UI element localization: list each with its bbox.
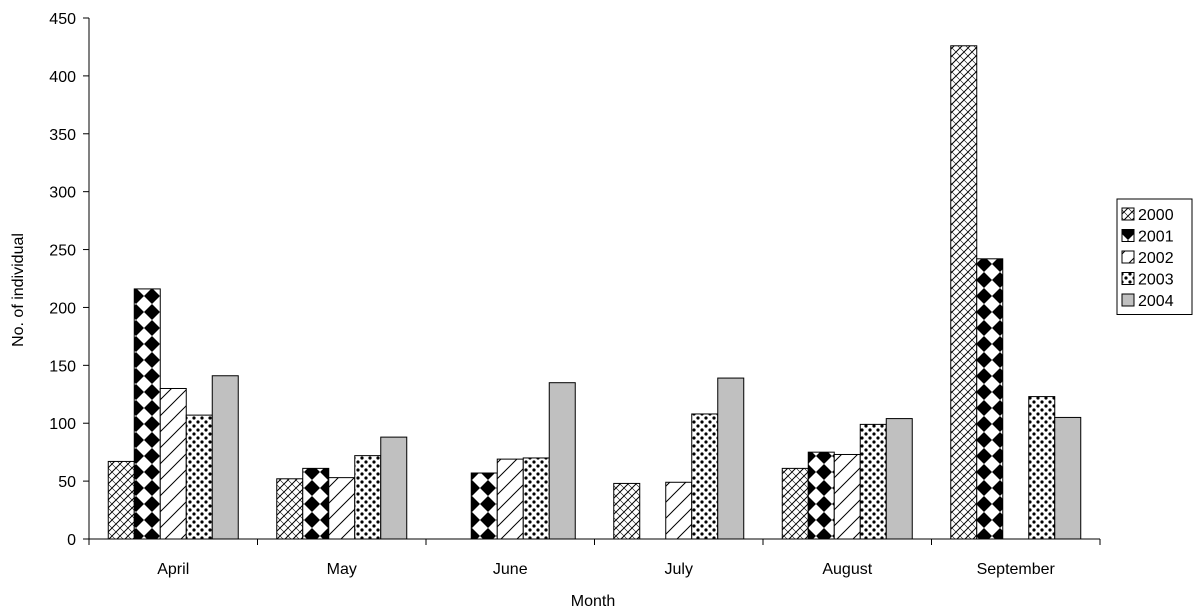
legend-swatch: [1121, 250, 1135, 264]
x-tick-label: July: [665, 561, 693, 578]
bar: [950, 45, 978, 540]
bar: [885, 418, 913, 540]
y-tick-label: 350: [49, 127, 76, 144]
bar: [276, 478, 304, 540]
legend-label: 2001: [1138, 229, 1174, 246]
x-tick-label: June: [493, 561, 528, 578]
legend-label: 2002: [1138, 250, 1174, 267]
legend-swatch: [1121, 229, 1135, 242]
bar: [859, 423, 887, 540]
bar: [354, 455, 382, 540]
x-axis-title: Month: [571, 593, 615, 610]
bar: [807, 451, 835, 540]
y-tick-label: 400: [49, 69, 76, 86]
legend-swatch: [1121, 207, 1135, 221]
x-tick-label: September: [977, 561, 1056, 578]
y-tick-label: 200: [49, 300, 76, 317]
bar: [302, 467, 330, 540]
bar: [470, 472, 498, 540]
bar: [133, 288, 161, 540]
legend-label: 2000: [1138, 207, 1174, 224]
bar: [781, 467, 809, 540]
y-tick-label: 250: [49, 243, 76, 260]
bar: [976, 258, 1004, 540]
bar: [211, 375, 239, 540]
bar: [185, 414, 213, 540]
bar: [717, 377, 745, 540]
x-tick-label: April: [157, 561, 189, 578]
bar: [1028, 396, 1056, 540]
y-tick-label: 300: [49, 185, 76, 202]
bar: [548, 382, 576, 540]
bar: [380, 436, 408, 540]
bar: [691, 413, 719, 540]
legend-label: 2004: [1138, 293, 1174, 310]
x-tick-label: May: [327, 561, 357, 578]
bar: [159, 387, 187, 540]
y-tick-label: 50: [58, 474, 76, 491]
y-tick-label: 150: [49, 358, 76, 375]
legend-swatch: [1121, 293, 1135, 307]
bar: [665, 481, 693, 540]
x-tick-label: August: [822, 561, 872, 578]
y-axis-title: No. of individual: [10, 233, 27, 347]
y-tick-label: 0: [67, 532, 76, 549]
bar: [833, 453, 861, 540]
y-tick-label: 450: [49, 11, 76, 28]
legend: 2000 2001 2002 2003 2004: [1116, 198, 1193, 315]
y-tick-label: 100: [49, 416, 76, 433]
bar: [496, 458, 524, 540]
legend-swatch: [1121, 272, 1135, 285]
bar: [1054, 416, 1082, 540]
bar: [107, 460, 135, 540]
plot-area: 0 50 100 150 200 250 300 350 400 450 April May June J…: [49, 11, 1101, 578]
bar: [522, 457, 550, 540]
bar: [328, 477, 356, 540]
bar: [613, 482, 641, 540]
legend-label: 2003: [1138, 272, 1174, 289]
